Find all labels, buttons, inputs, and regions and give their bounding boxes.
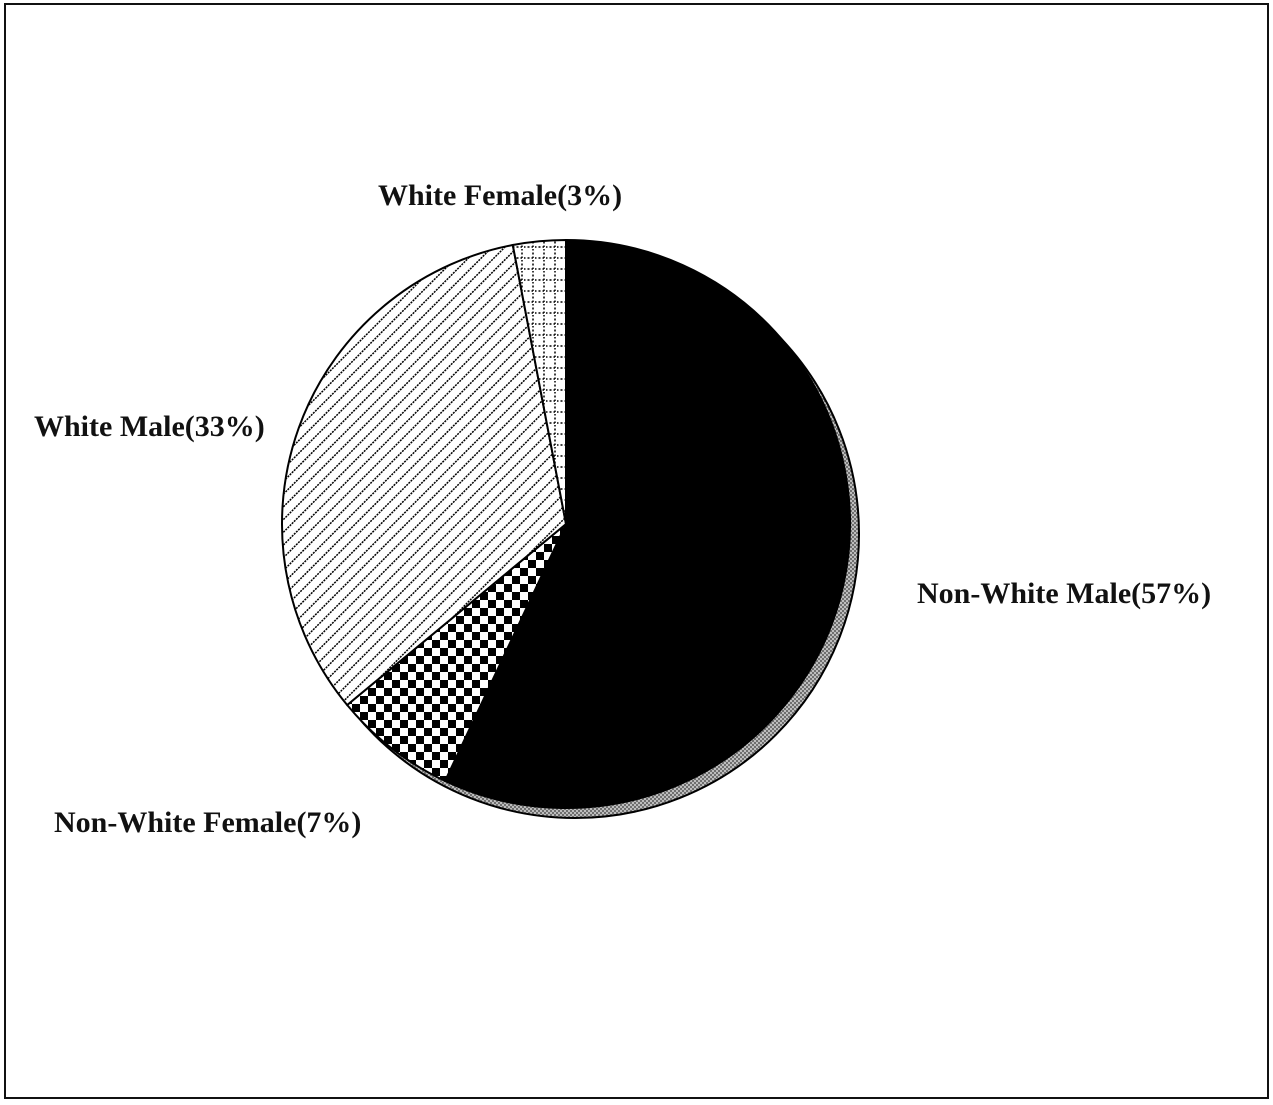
slice-label: White Male(33%): [34, 410, 265, 443]
slice-label: White Female(3%): [378, 179, 622, 212]
slice-label: Non-White Male(57%): [917, 577, 1211, 610]
pie-slice-non-white-male: [443, 238, 851, 809]
pie-slice-white-male: [281, 243, 568, 707]
slice-label: Non-White Female(7%): [54, 806, 361, 839]
pie-slice-white-female: [511, 238, 567, 525]
pie-slice-non-white-female: [345, 523, 567, 783]
